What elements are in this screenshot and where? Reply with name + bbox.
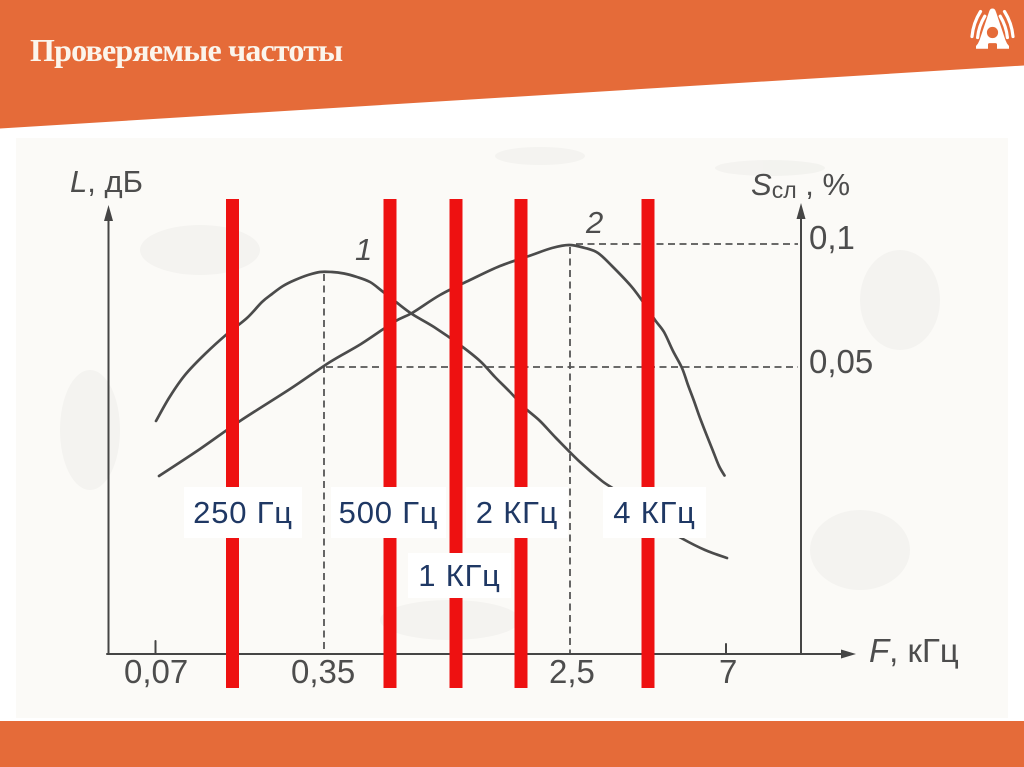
svg-text:0,35: 0,35 [291, 653, 355, 690]
svg-text:7: 7 [719, 653, 737, 690]
svg-text:0,05: 0,05 [809, 343, 873, 380]
svg-text:Sсл , %: Sсл , % [751, 167, 850, 203]
svg-text:F, кГц: F, кГц [869, 632, 959, 669]
svg-text:0,07: 0,07 [124, 653, 188, 690]
svg-text:1: 1 [355, 232, 372, 267]
svg-text:0,1: 0,1 [809, 219, 855, 256]
svg-text:2: 2 [585, 205, 603, 240]
svg-text:2,5: 2,5 [549, 653, 595, 690]
svg-text:L, дБ: L, дБ [70, 164, 143, 199]
